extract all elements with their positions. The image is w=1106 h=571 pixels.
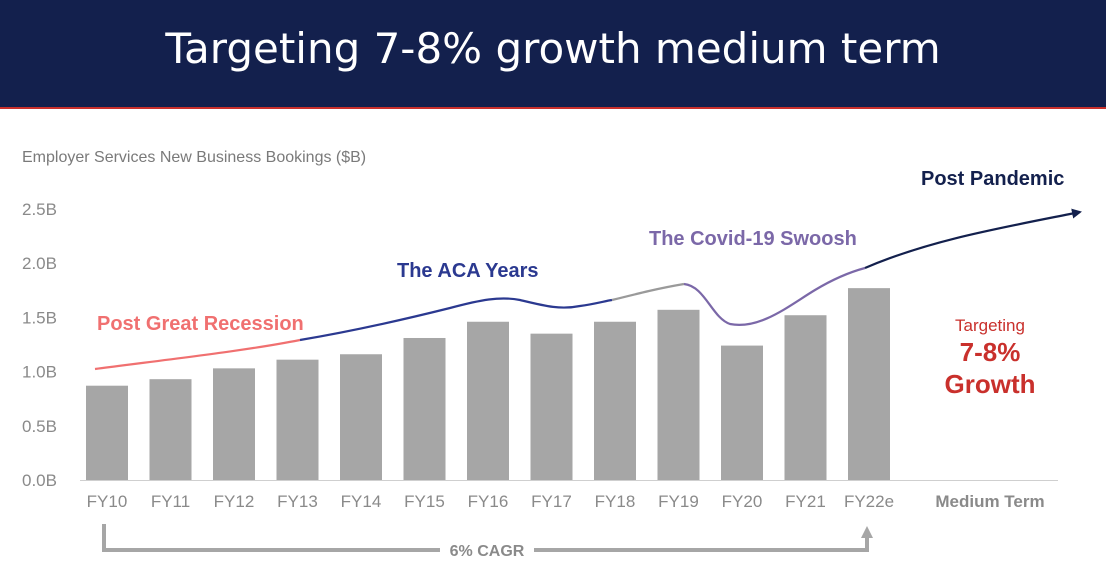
x-tick-label: FY21 bbox=[785, 492, 826, 511]
x-tick-label: FY13 bbox=[277, 492, 318, 511]
x-tick-label: FY20 bbox=[722, 492, 763, 511]
y-tick-label: 0.0B bbox=[22, 471, 57, 490]
x-tick-label: FY19 bbox=[658, 492, 699, 511]
x-tick-label: FY15 bbox=[404, 492, 445, 511]
x-tick-label: FY18 bbox=[595, 492, 636, 511]
bar bbox=[276, 359, 319, 480]
x-tick-label: FY11 bbox=[151, 492, 190, 511]
x-tick-label: FY16 bbox=[468, 492, 509, 511]
bar bbox=[657, 309, 700, 480]
cagr-bracket-right bbox=[534, 526, 873, 552]
trend-recession-line bbox=[94, 338, 301, 371]
bar bbox=[848, 288, 890, 480]
label-covid-swoosh: The Covid-19 Swoosh bbox=[649, 228, 857, 250]
bar bbox=[784, 315, 827, 480]
page-title: Targeting 7-8% growth medium term bbox=[165, 24, 941, 73]
bar bbox=[594, 321, 636, 480]
x-tick-label: Medium Term bbox=[935, 492, 1044, 511]
bar bbox=[340, 354, 382, 480]
title-banner: Targeting 7-8% growth medium term bbox=[0, 0, 1106, 109]
x-tick-label: FY12 bbox=[214, 492, 255, 511]
bar bbox=[403, 337, 446, 480]
y-tick-label: 2.5B bbox=[22, 200, 57, 219]
target-callout: Targeting 7-8% Growth bbox=[930, 316, 1050, 400]
y-tick-label: 1.0B bbox=[22, 363, 57, 382]
y-tick-label: 2.0B bbox=[22, 254, 57, 273]
bar bbox=[149, 379, 192, 480]
target-pre-label: Targeting bbox=[955, 316, 1025, 335]
bar bbox=[467, 321, 509, 480]
target-value: 7-8% bbox=[959, 337, 1021, 367]
label-post-pandemic: Post Pandemic bbox=[921, 168, 1064, 190]
target-growth: Growth bbox=[944, 369, 1036, 399]
bar bbox=[530, 333, 573, 480]
trend-transition-line bbox=[611, 282, 685, 302]
x-tick-label: FY22e bbox=[844, 492, 894, 511]
label-aca-years: The ACA Years bbox=[397, 260, 539, 282]
x-tick-label: FY17 bbox=[531, 492, 572, 511]
bar bbox=[86, 385, 128, 480]
trend-pandemic-arrow bbox=[864, 208, 1082, 270]
x-tick-label: FY10 bbox=[87, 492, 128, 511]
trend-covid-line bbox=[683, 266, 866, 327]
cagr-label: 6% CAGR bbox=[450, 543, 525, 560]
trend-aca-line bbox=[299, 297, 613, 342]
label-post-great-recession: Post Great Recession bbox=[97, 313, 304, 335]
y-tick-label: 1.5B bbox=[22, 308, 57, 327]
x-tick-label: FY14 bbox=[341, 492, 382, 511]
bar bbox=[721, 345, 763, 480]
y-tick-label: 0.5B bbox=[22, 417, 57, 436]
chart-title: Employer Services New Business Bookings … bbox=[22, 149, 367, 166]
bar bbox=[213, 368, 255, 480]
cagr-bracket-left bbox=[102, 524, 440, 552]
